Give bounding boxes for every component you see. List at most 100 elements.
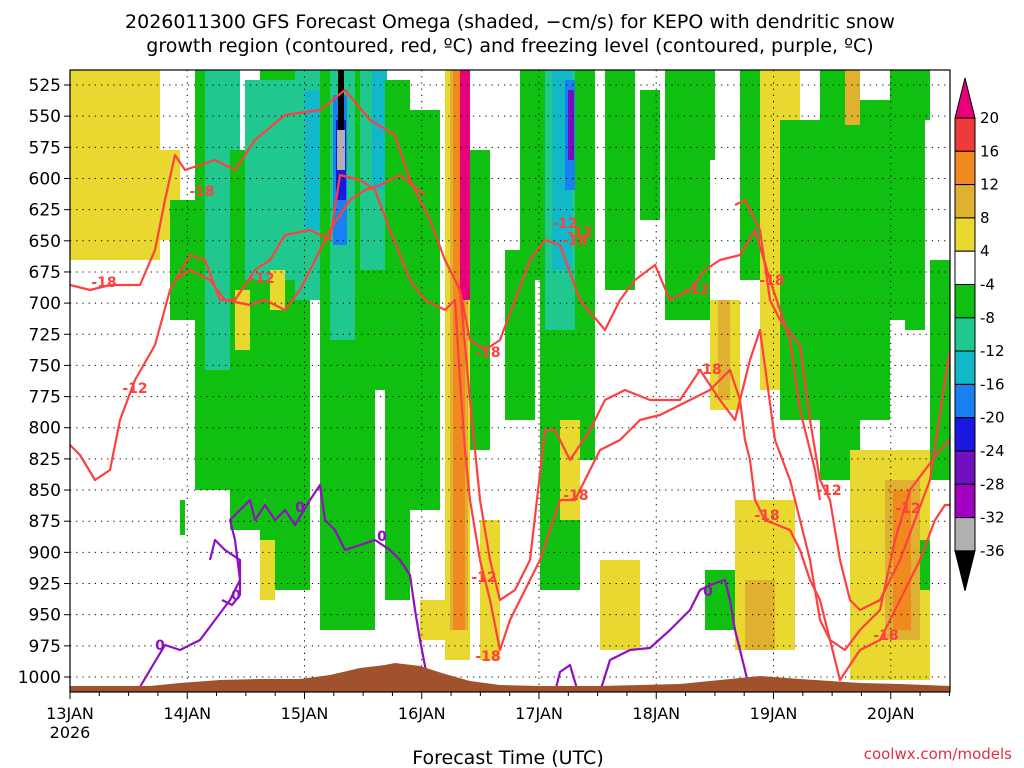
contour-freezing-level-2 (553, 663, 580, 692)
credit-label: coolwx.com/models (864, 745, 1012, 763)
contour-label-purple: 0 (295, 500, 305, 516)
chart-title-line2: growth region (contoured, red, ºC) and f… (146, 35, 873, 57)
y-axis: 525 550 575 600 625 650 675 700 725 750 775 800 825 8… (18, 76, 70, 688)
omega-shade-cell (860, 100, 890, 420)
contour-label-red: -12 (895, 501, 920, 517)
y-tick-label: 750 (29, 356, 61, 376)
colorbar-band (954, 184, 976, 219)
omega-shade-cell (780, 120, 820, 420)
colorbar-band (954, 150, 976, 186)
contour-label-red: -18 (696, 362, 721, 378)
colorbar-label: -4 (980, 276, 995, 294)
grid-lines (70, 70, 950, 692)
colorbar-label: 4 (980, 242, 990, 260)
y-tick-label: 675 (29, 263, 61, 283)
contour-label-red: -18 (873, 628, 898, 644)
contour-label-red: -12 (684, 282, 709, 298)
omega-shade-cell (372, 70, 387, 190)
omega-shade-cell (460, 70, 470, 300)
terrain-fill (70, 663, 950, 692)
contour-minus12-lower (70, 173, 950, 682)
y-tick-label: 950 (29, 606, 61, 626)
omega-shade-cell (920, 540, 930, 590)
x-tick-label: 19JAN (750, 704, 798, 723)
omega-shade-cell (718, 300, 730, 400)
chart-title-line1: 2026011300 GFS Forecast Omega (shaded, −… (125, 11, 895, 33)
omega-shade-cell (893, 490, 911, 630)
omega-shade-cell (640, 90, 660, 220)
y-tick-label: 600 (29, 169, 61, 189)
colorbar-label: -16 (980, 375, 1005, 393)
colorbar-label: -36 (980, 542, 1005, 560)
omega-shade-cell (420, 600, 445, 640)
contour-label-red: -18 (475, 345, 500, 361)
contour-freezing-level (136, 483, 432, 692)
x-axis-title: Forecast Time (UTC) (412, 747, 603, 768)
colorbar-band (954, 317, 976, 352)
colorbar-band (954, 284, 976, 319)
colorbar-label: 8 (980, 209, 990, 227)
omega-shade-cell (520, 70, 540, 280)
y-tick-label: 700 (29, 294, 61, 314)
omega-shade-cell (568, 90, 574, 160)
omega-shade-cell (245, 80, 295, 280)
colorbar-band (954, 117, 976, 152)
omega-shade-cell (170, 200, 195, 320)
omega-shade-cell (338, 70, 344, 130)
colorbar-label: -8 (980, 309, 995, 327)
omega-shade-cell (180, 500, 185, 535)
omega-shade-cell (337, 130, 345, 170)
contour-label-red: -12 (122, 381, 147, 397)
y-tick-label: 575 (29, 138, 61, 158)
y-tick-label: 550 (29, 107, 61, 127)
x-tick-label: 14JAN (163, 704, 211, 723)
colorbar-band (954, 450, 976, 485)
colorbar-label: -24 (980, 442, 1005, 460)
omega-shading (70, 70, 950, 680)
colorbar-band (954, 250, 976, 285)
y-tick-label: 625 (29, 201, 61, 221)
y-tick-label: 775 (29, 388, 61, 408)
y-tick-label: 925 (29, 575, 61, 595)
colorbar-label: 16 (980, 142, 999, 160)
colorbar-band (954, 383, 976, 419)
y-tick-label: 825 (29, 450, 61, 470)
y-tick-label: 850 (29, 481, 61, 501)
contour-label-purple: 0 (231, 588, 241, 604)
omega-shade-cell (605, 70, 635, 290)
colorbar-label: 20 (980, 109, 999, 127)
x-tick-label: 15JAN (281, 704, 329, 723)
contour-label-purple: 0 (703, 584, 713, 600)
contour-minus18-right (734, 198, 950, 612)
omega-shade-cell (385, 80, 410, 600)
omega-shade-cell (745, 580, 775, 650)
y-tick-label: 650 (29, 232, 61, 252)
contour-minus18-mid (458, 289, 950, 652)
contour-label-red: -18 (562, 233, 587, 249)
y-tick-label: 975 (29, 637, 61, 657)
contour-label-purple: 0 (155, 638, 165, 654)
x-tick-label: 18JAN (632, 704, 680, 723)
x-tick-label: 20JAN (867, 704, 915, 723)
omega-shade-cell (260, 540, 275, 600)
x-tick-label: 17JAN (515, 704, 563, 723)
omega-shade-cell (575, 70, 595, 460)
omega-shade-cell (410, 110, 440, 510)
contour-label-red: -12 (816, 483, 841, 499)
contour-label-purple: 0 (377, 529, 387, 545)
colorbar: 20 16 12 8 4 -4 -8 -12 -16 -20 -24 -28 -32 -36 (954, 77, 1005, 592)
y-tick-label: 875 (29, 512, 61, 532)
contour-label-red: -12 (552, 216, 577, 232)
colorbar-top-arrow (954, 77, 976, 119)
omega-shade-cell (740, 70, 760, 280)
contour-label-red: -12 (471, 570, 496, 586)
omega-shade-cell (845, 70, 860, 125)
colorbar-band (954, 417, 976, 452)
omega-shade-cell (905, 70, 925, 330)
contour-freezing-level-3 (598, 578, 752, 692)
omega-shade-cell (560, 420, 580, 520)
colorbar-label: -12 (980, 342, 1005, 360)
x-axis: 13JAN 14JAN 15JAN 16JAN 17JAN 18JAN 19JAN 20JAN (46, 692, 950, 723)
colorbar-bottom-arrow (954, 550, 976, 592)
year-label: 2026 (50, 723, 91, 742)
